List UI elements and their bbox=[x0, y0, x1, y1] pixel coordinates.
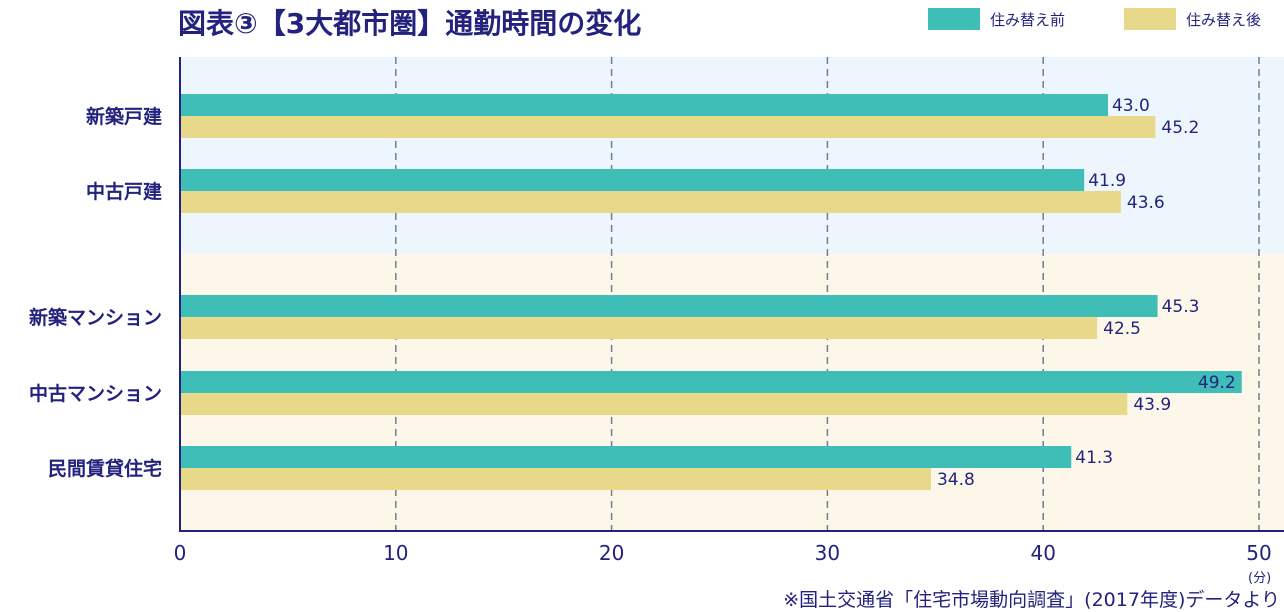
legend-label-before: 住み替え前 bbox=[990, 10, 1066, 29]
category-label-0: 新築戸建 bbox=[86, 105, 162, 128]
value-label-before-4: 41.3 bbox=[1075, 448, 1113, 468]
value-label-after-3: 43.9 bbox=[1133, 395, 1171, 415]
page-title: 図表③【3大都市圏】通勤時間の変化 bbox=[178, 7, 642, 40]
value-label-before-2: 45.3 bbox=[1162, 297, 1200, 317]
x-tick-label-20: 20 bbox=[599, 541, 624, 565]
category-label-4: 民間賃貸住宅 bbox=[48, 457, 162, 480]
bar-after-4 bbox=[180, 468, 931, 490]
legend-swatch-before bbox=[928, 8, 980, 30]
x-tick-label-0: 0 bbox=[174, 541, 187, 565]
bar-before-1 bbox=[180, 169, 1085, 191]
bar-before-0 bbox=[180, 94, 1108, 116]
value-label-after-1: 43.6 bbox=[1127, 193, 1165, 213]
legend-item-before: 住み替え前 bbox=[928, 8, 1065, 30]
bar-before-2 bbox=[180, 295, 1158, 317]
legend-item-after: 住み替え後 bbox=[1124, 8, 1261, 30]
bar-before-4 bbox=[180, 446, 1072, 468]
bar-after-3 bbox=[180, 393, 1128, 415]
legend-swatch-after bbox=[1124, 8, 1176, 30]
source-note: ※国土交通省「住宅市場動向調査」(2017年度)データより bbox=[783, 589, 1280, 611]
category-label-1: 中古戸建 bbox=[86, 180, 162, 203]
value-label-before-3: 49.2 bbox=[1198, 373, 1236, 393]
bar-after-1 bbox=[180, 191, 1121, 213]
value-label-before-0: 43.0 bbox=[1112, 96, 1150, 116]
legend-label-after: 住み替え後 bbox=[1186, 10, 1262, 29]
bar-after-0 bbox=[180, 116, 1156, 138]
category-label-3: 中古マンション bbox=[29, 382, 162, 405]
x-tick-label-30: 30 bbox=[815, 541, 840, 565]
bar-before-3 bbox=[180, 371, 1242, 393]
bar-after-2 bbox=[180, 317, 1098, 339]
value-label-after-0: 45.2 bbox=[1161, 118, 1199, 138]
plot-band-houses bbox=[180, 57, 1284, 254]
unit-label: (分) bbox=[1248, 571, 1272, 586]
value-label-after-2: 42.5 bbox=[1103, 319, 1141, 339]
category-label-2: 新築マンション bbox=[29, 306, 162, 329]
x-tick-label-10: 10 bbox=[383, 541, 408, 565]
value-label-after-4: 34.8 bbox=[937, 470, 975, 490]
x-tick-label-50: 50 bbox=[1246, 541, 1271, 565]
value-label-before-1: 41.9 bbox=[1088, 171, 1126, 191]
x-tick-label-40: 40 bbox=[1030, 541, 1055, 565]
